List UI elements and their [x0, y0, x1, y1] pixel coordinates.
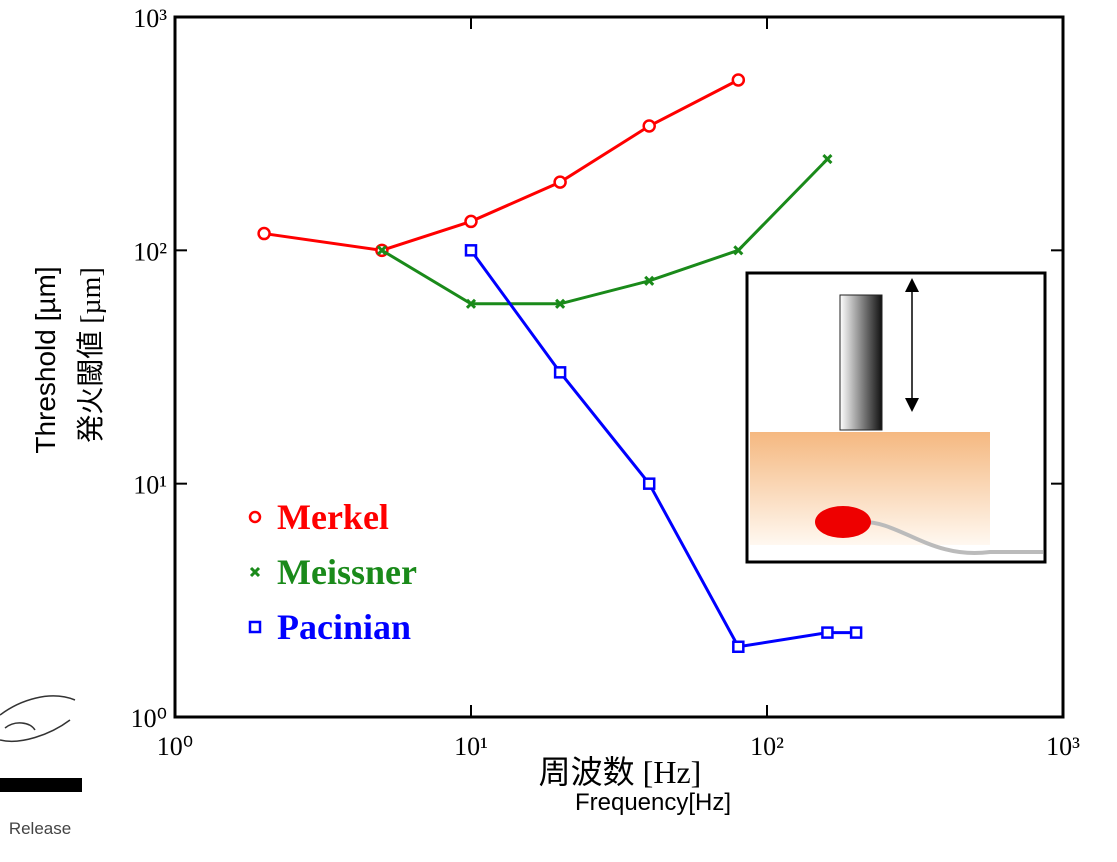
- probe: [839, 294, 883, 431]
- arrow-heads: [905, 278, 919, 412]
- legend-label: Merkel: [277, 497, 389, 537]
- y-axis-label: 発火閾値 [µm]: [75, 267, 107, 443]
- marker: [553, 175, 567, 189]
- hand-icon: [0, 695, 82, 792]
- marker: [732, 640, 745, 654]
- side-note: Release: [9, 819, 71, 838]
- y-tick-label: 10²: [133, 237, 167, 266]
- y-tick-label: 10³: [133, 4, 167, 33]
- hand-sketch: [0, 695, 76, 742]
- legend-entry: Merkel: [248, 497, 389, 537]
- marker: [731, 73, 746, 87]
- series: [464, 244, 863, 654]
- marker: [642, 119, 656, 133]
- marker: [733, 245, 744, 256]
- marker: [464, 214, 478, 229]
- inset-diagram: [745, 271, 1047, 564]
- skin: [750, 432, 990, 545]
- receptor: [815, 506, 871, 538]
- nerve: [859, 519, 1043, 556]
- y-axis-label-en: Threshold [µm]: [30, 266, 61, 453]
- marker: [849, 626, 863, 639]
- x-tick-label: 10³: [1046, 732, 1080, 761]
- marker: [644, 275, 655, 286]
- marker: [464, 244, 478, 257]
- legend-marker: [249, 566, 261, 578]
- x-axis-label: 周波数 [Hz]: [539, 754, 702, 790]
- legend-label: Meissner: [277, 552, 417, 592]
- y-tick-label: 10⁰: [131, 704, 167, 733]
- legend-marker: [248, 620, 262, 634]
- legend-marker: [248, 510, 262, 524]
- series: [376, 154, 833, 309]
- series-line: [263, 78, 740, 252]
- legend-entry: Pacinian: [248, 607, 411, 647]
- marker: [257, 226, 271, 241]
- marker: [821, 626, 834, 639]
- marker: [465, 298, 477, 309]
- marker: [553, 366, 567, 379]
- legend-label: Pacinian: [277, 607, 411, 647]
- x-tick-label: 10⁰: [157, 732, 193, 761]
- legend-entry: Meissner: [249, 552, 417, 592]
- series-line: [381, 158, 829, 306]
- marker: [822, 154, 833, 165]
- plot-frame: [173, 15, 1065, 719]
- x-tick-label: 10¹: [454, 732, 488, 761]
- y-tick-label: 10¹: [133, 471, 167, 500]
- marker: [555, 298, 566, 309]
- marker: [642, 477, 656, 490]
- x-tick-label: 10²: [750, 732, 784, 761]
- marker: [376, 245, 387, 256]
- x-axis-label-en: Frequency[Hz]: [575, 789, 731, 816]
- release-bar: [0, 778, 82, 792]
- series: [257, 73, 746, 258]
